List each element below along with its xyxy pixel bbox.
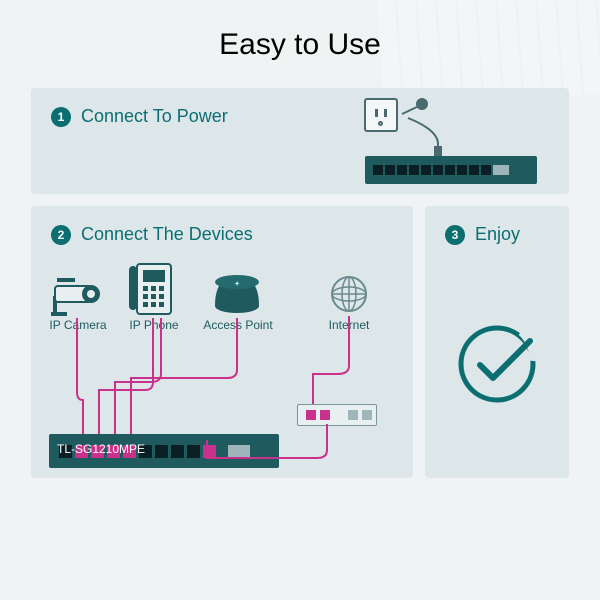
checkmark-icon [452,319,542,409]
step-label-1: Connect To Power [81,106,228,127]
device-wires [31,206,413,478]
panel-step-1: 1 Connect To Power [31,88,569,194]
panel-step-3: 3 Enjoy [425,206,569,478]
step-number-3: 3 [445,225,465,245]
step-number-1: 1 [51,107,71,127]
step-label-3: Enjoy [475,224,520,245]
switch-device-icon [365,156,537,184]
panel-step-2: 2 Connect The Devices IP Camera IP Phone… [31,206,413,478]
